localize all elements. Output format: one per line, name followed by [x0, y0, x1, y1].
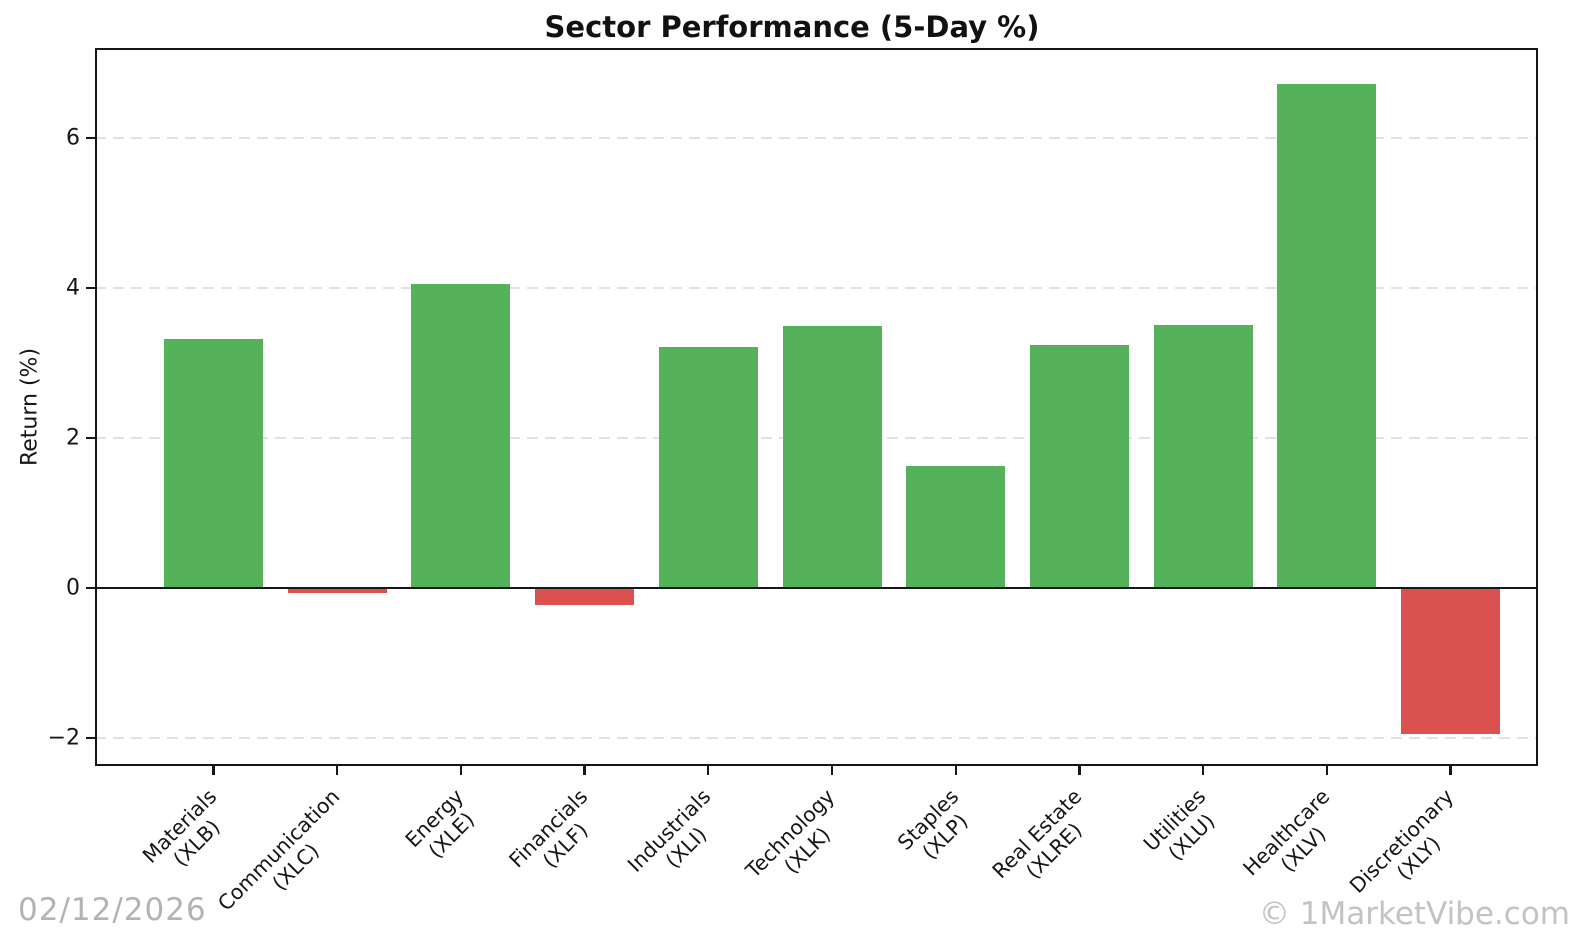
x-tick-mark-xlc	[336, 766, 339, 775]
bar-materials-xlb	[164, 339, 263, 588]
x-tick-mark-xlp	[954, 766, 957, 775]
x-tick-mark-xlk	[830, 766, 834, 775]
bar-energy-xle	[411, 284, 511, 588]
y-tick-mark--2	[86, 736, 95, 740]
zero-line	[95, 586, 1538, 590]
bar-real-estate-xlre	[1029, 345, 1129, 588]
x-tick-mark-xly	[1449, 766, 1452, 775]
bar-technology-xlk	[782, 325, 882, 588]
gridline-4	[95, 287, 1538, 289]
y-tick-mark-2	[86, 436, 95, 440]
chart-title: Sector Performance (5-Day %)	[544, 10, 1040, 44]
x-tick-mark-xlf	[583, 766, 586, 775]
date-stamp: 02/12/2026	[18, 892, 207, 928]
x-tick-mark-xlb	[212, 766, 215, 775]
bar-staples-xlp	[906, 465, 1006, 588]
y-tick-label-0: 0	[66, 575, 80, 601]
y-tick-label-2: 2	[66, 425, 80, 451]
x-tick-mark-xlv	[1325, 766, 1328, 775]
x-tick-mark-xlu	[1201, 766, 1205, 775]
bar-communication-xlc	[287, 588, 387, 594]
y-tick-mark-6	[86, 136, 95, 140]
y-tick-mark-4	[86, 286, 95, 290]
x-tick-mark-xlre	[1078, 766, 1081, 775]
gridline-6	[95, 137, 1538, 139]
x-tick-mark-xli	[707, 766, 710, 775]
bar-healthcare-xlv	[1277, 84, 1377, 588]
gridline--2	[95, 737, 1538, 739]
bar-utilities-xlu	[1153, 324, 1253, 588]
bar-industrials-xli	[658, 346, 758, 588]
y-tick-label-4: 4	[66, 275, 80, 301]
bar-financials-xlf	[535, 588, 635, 605]
y-tick-mark-0	[86, 586, 95, 590]
y-tick-label--2: −2	[47, 725, 80, 751]
x-tick-mark-xle	[459, 766, 463, 775]
y-tick-label-6: 6	[66, 125, 80, 151]
watermark: © 1MarketVibe.com	[1258, 896, 1570, 932]
bar-discretionary-xly	[1401, 588, 1500, 735]
